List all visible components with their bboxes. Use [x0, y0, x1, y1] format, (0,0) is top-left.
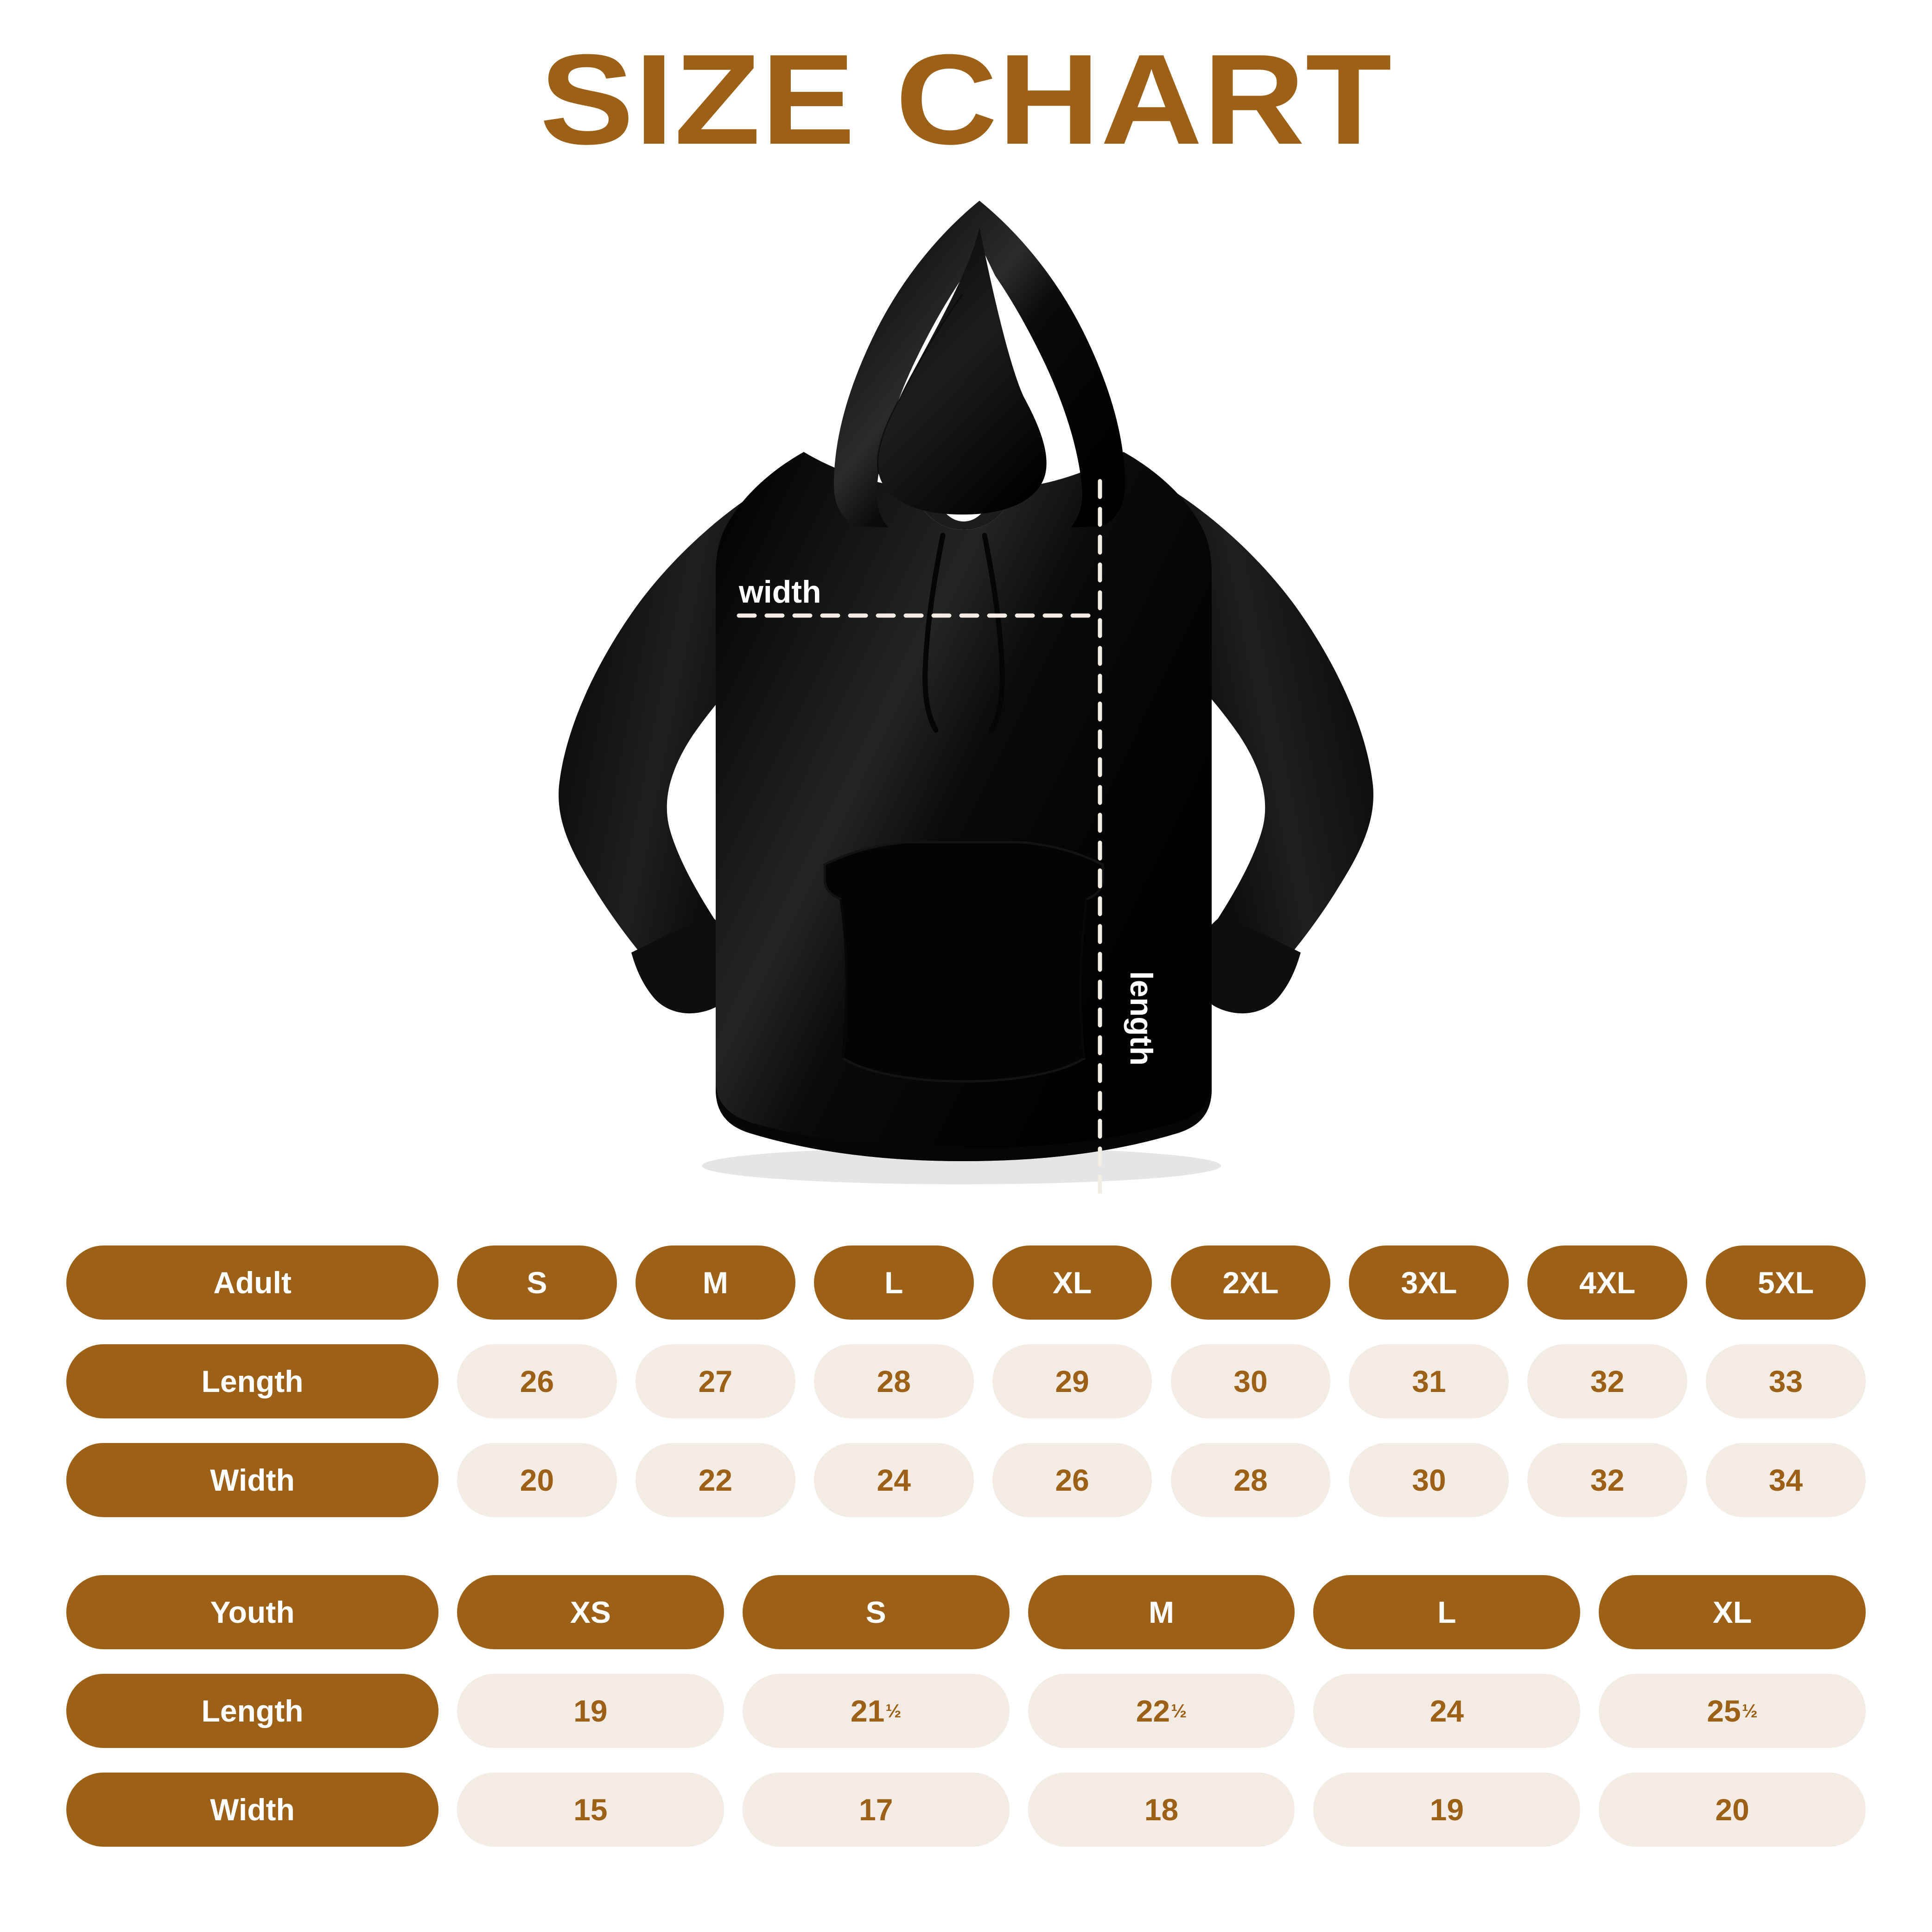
svg-text:length: length — [1124, 971, 1159, 1066]
svg-text:width: width — [738, 574, 821, 610]
